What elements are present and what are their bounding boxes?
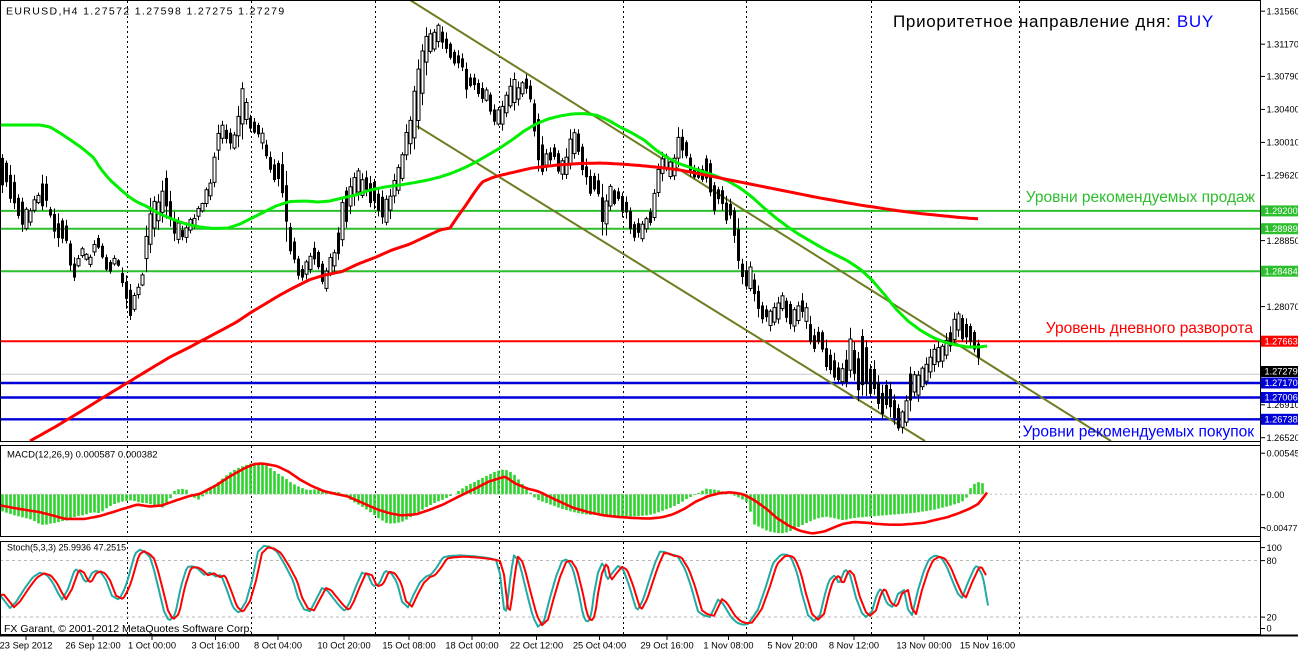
svg-text:1.27006: 1.27006 [1265,393,1298,403]
svg-text:5 Nov 20:00: 5 Nov 20:00 [767,641,817,651]
svg-text:1.28850: 1.28850 [1267,236,1298,246]
svg-text:-0.00477: -0.00477 [1264,523,1298,533]
svg-text:18 Oct 00:00: 18 Oct 00:00 [445,641,498,651]
svg-text:1.29200: 1.29200 [1265,206,1298,216]
svg-text:3 Oct 16:00: 3 Oct 16:00 [191,641,239,651]
svg-text:1.26738: 1.26738 [1265,415,1298,425]
svg-text:1.28989: 1.28989 [1265,224,1298,234]
svg-text:EURUSD,H4 1.27572 1.27598 1.2: EURUSD,H4 1.27572 1.27598 1.27275 1.2727… [6,6,286,18]
svg-text:Уровень дневного разворота: Уровень дневного разворота [1046,320,1254,337]
svg-text:MACD(12,26,9) 0.000587 0.00038: MACD(12,26,9) 0.000587 0.000382 [7,450,158,461]
svg-text:8 Oct 04:00: 8 Oct 04:00 [254,641,302,651]
svg-text:100: 100 [1267,543,1282,553]
svg-text:1.26520: 1.26520 [1267,433,1298,443]
svg-text:10 Oct 20:00: 10 Oct 20:00 [317,641,370,651]
svg-text:1.30010: 1.30010 [1267,138,1298,148]
svg-text:20: 20 [1267,612,1277,622]
svg-text:1 Nov 08:00: 1 Nov 08:00 [703,641,753,651]
svg-text:15 Nov 16:00: 15 Nov 16:00 [960,641,1015,651]
svg-text:80: 80 [1267,556,1277,566]
svg-text:Уровни рекомендуемых покупок: Уровни рекомендуемых покупок [1023,424,1255,441]
svg-text:Stoch(5,3,3) 25.9936 47.2515: Stoch(5,3,3) 25.9936 47.2515 [7,543,126,553]
svg-text:26 Sep 12:00: 26 Sep 12:00 [65,641,120,651]
svg-text:29 Oct 16:00: 29 Oct 16:00 [640,641,693,651]
svg-text:13 Nov 00:00: 13 Nov 00:00 [896,641,951,651]
svg-text:1.31170: 1.31170 [1267,39,1298,49]
svg-text:0: 0 [1267,624,1272,634]
svg-text:15 Oct 08:00: 15 Oct 08:00 [382,641,435,651]
svg-text:1 Oct 00:00: 1 Oct 00:00 [128,641,176,651]
svg-text:0.00: 0.00 [1267,490,1285,500]
svg-text:1.28484: 1.28484 [1265,266,1298,276]
svg-text:1.30400: 1.30400 [1267,105,1298,115]
svg-text:Уровни рекомендуемых продаж: Уровни рекомендуемых продаж [1026,189,1256,206]
svg-text:Приоритетное направление дня:: Приоритетное направление дня: BUY [893,12,1214,31]
svg-text:1.30790: 1.30790 [1267,72,1298,82]
svg-text:1.31560: 1.31560 [1267,6,1298,16]
svg-text:1.29620: 1.29620 [1267,171,1298,181]
svg-text:25 Oct 04:00: 25 Oct 04:00 [573,641,626,651]
svg-text:22 Oct 12:00: 22 Oct 12:00 [510,641,563,651]
svg-text:FX Garant, © 2001-2012 MetaQuo: FX Garant, © 2001-2012 MetaQuotes Softwa… [4,623,252,635]
svg-text:8 Nov 12:00: 8 Nov 12:00 [829,641,879,651]
svg-text:1.27170: 1.27170 [1265,378,1298,388]
svg-text:23 Sep 2012: 23 Sep 2012 [0,641,52,651]
svg-text:0.00545: 0.00545 [1267,448,1298,458]
svg-text:1.26910: 1.26910 [1267,400,1298,410]
svg-text:1.27279: 1.27279 [1265,367,1298,377]
svg-text:1.27663: 1.27663 [1265,336,1298,346]
svg-text:1.28070: 1.28070 [1267,302,1298,312]
